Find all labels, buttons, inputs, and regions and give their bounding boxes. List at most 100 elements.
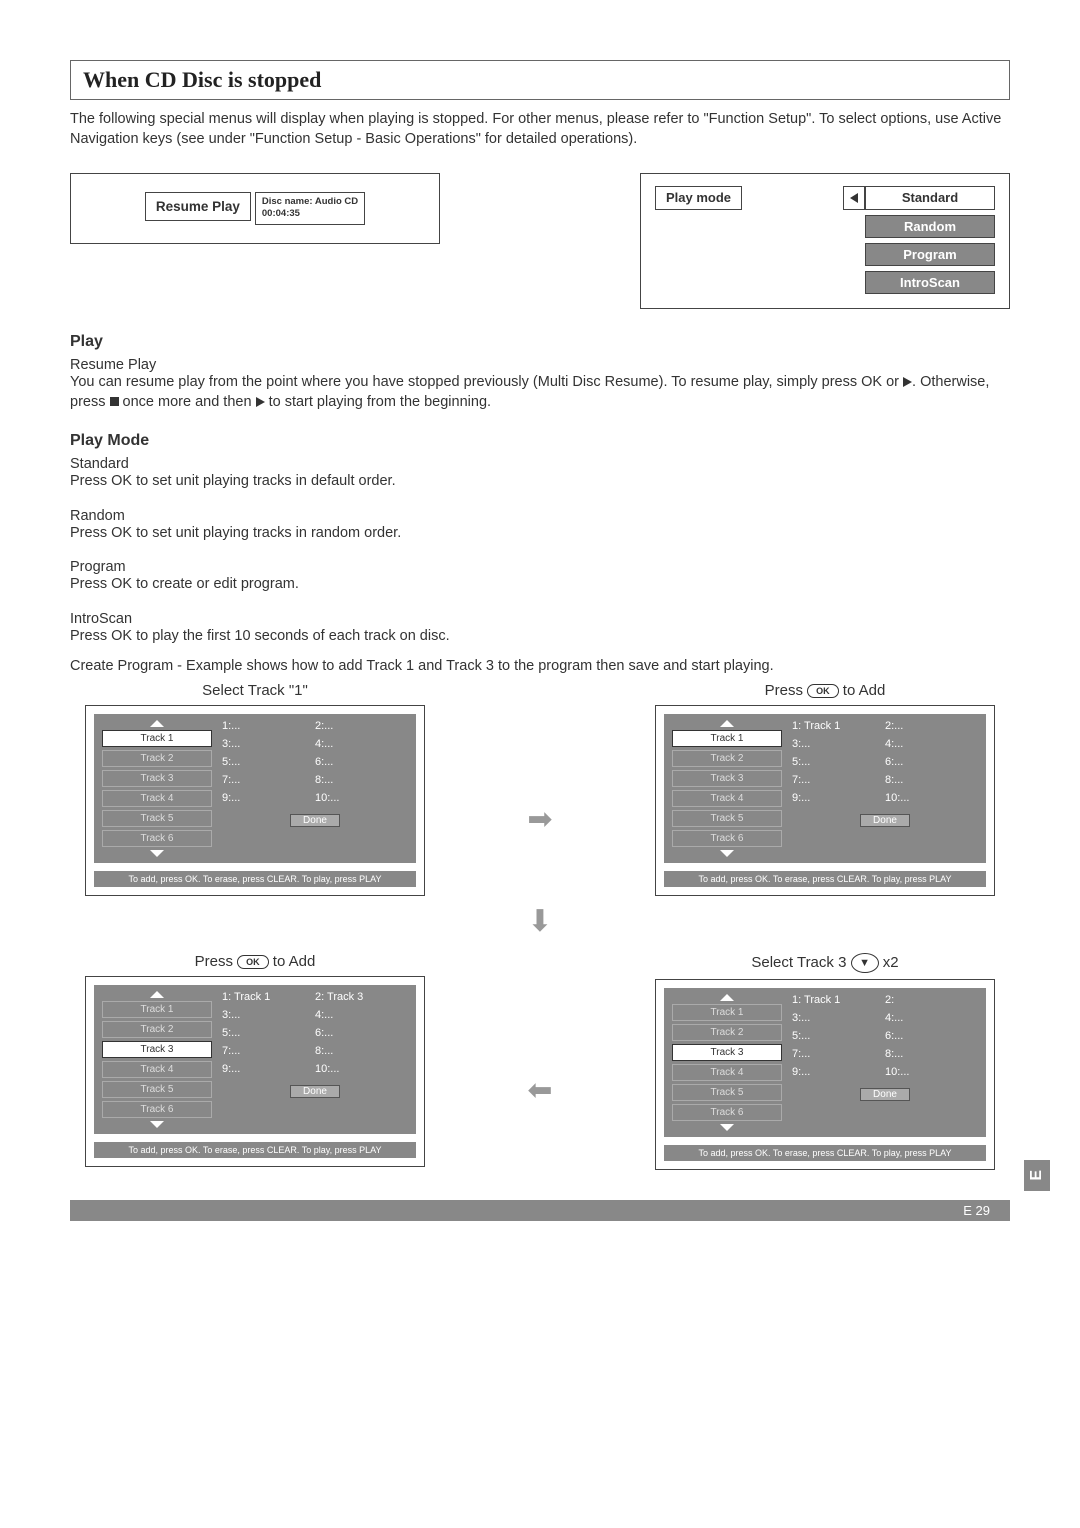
program-slot: 4:... [315, 738, 408, 750]
program-screen-footer: To add, press OK. To erase, press CLEAR.… [94, 1142, 416, 1158]
track-item[interactable]: Track 3 [102, 770, 212, 787]
program-slot: 2: [885, 994, 978, 1006]
program-slot: 5:... [792, 1030, 885, 1042]
play-mode-option-introscan[interactable]: IntroScan [865, 271, 995, 294]
track-item[interactable]: Track 4 [672, 1064, 782, 1081]
track-item[interactable]: Track 4 [102, 1061, 212, 1078]
program-screen-footer: To add, press OK. To erase, press CLEAR.… [664, 1145, 986, 1161]
track-item[interactable]: Track 6 [672, 1104, 782, 1121]
introscan-body: Press OK to play the first 10 seconds of… [70, 627, 1010, 647]
program-slot: 4:... [885, 738, 978, 750]
program-screen-3: Track 1 Track 2 Track 3 Track 4 Track 5 Track… [85, 976, 425, 1167]
program-subheading: Program [70, 559, 1010, 575]
program-slot: 10:... [885, 1066, 978, 1078]
track-item[interactable]: Track 3 [672, 770, 782, 787]
track-item[interactable]: Track 2 [102, 1021, 212, 1038]
down-nav-icon: ▼ [851, 953, 879, 973]
track-item[interactable]: Track 4 [672, 790, 782, 807]
play-mode-label: Play mode [655, 186, 742, 210]
program-slot: 6:... [885, 756, 978, 768]
program-slot: 4:... [885, 1012, 978, 1024]
disc-time-text: 00:04:35 [262, 208, 358, 220]
resume-play-subheading: Resume Play [70, 357, 1010, 373]
program-slot: 8:... [315, 1045, 408, 1057]
program-slot: 9:... [222, 792, 315, 804]
track-item[interactable]: Track 3 [102, 1041, 212, 1058]
program-screen-footer: To add, press OK. To erase, press CLEAR.… [664, 871, 986, 887]
track-item[interactable]: Track 2 [672, 750, 782, 767]
program-slot: 1: Track 1 [222, 991, 315, 1003]
resume-play-meta: Disc name: Audio CD 00:04:35 [255, 192, 365, 225]
track-item[interactable]: Track 2 [672, 1024, 782, 1041]
program-slot: 5:... [222, 756, 315, 768]
done-button[interactable]: Done [290, 1085, 340, 1098]
arrow-down-icon: ⬇ [355, 904, 725, 939]
play-mode-heading: Play Mode [70, 432, 1010, 450]
program-slot: 4:... [315, 1009, 408, 1021]
play-mode-menu: Play mode Standard Random Program IntroS… [640, 173, 1010, 309]
program-slot: 2:... [315, 720, 408, 732]
play-heading: Play [70, 333, 1010, 351]
introscan-subheading: IntroScan [70, 611, 1010, 627]
t1: You can resume play from the point where… [70, 374, 903, 390]
track-item[interactable]: Track 2 [102, 750, 212, 767]
random-body: Press OK to set unit playing tracks in r… [70, 524, 1010, 544]
caption-select-track-1: Select Track "1" [202, 682, 308, 699]
done-button[interactable]: Done [860, 814, 910, 827]
program-slot: 9:... [222, 1063, 315, 1075]
c4a: Select Track 3 [751, 954, 850, 971]
random-subheading: Random [70, 508, 1010, 524]
play-mode-options: Standard Random Program IntroScan [843, 186, 995, 294]
track-item[interactable]: Track 5 [102, 1081, 212, 1098]
side-tab-e: E [1024, 1160, 1050, 1191]
track-item[interactable]: Track 6 [102, 1101, 212, 1118]
program-slot: 7:... [792, 774, 885, 786]
program-slot: 9:... [792, 792, 885, 804]
done-button[interactable]: Done [290, 814, 340, 827]
c2a: Press [765, 682, 808, 699]
intro-paragraph: The following special menus will display… [70, 110, 1010, 149]
track-item[interactable]: Track 5 [102, 810, 212, 827]
caption-select-track-3: Select Track 3 ▼ x2 [751, 953, 898, 973]
play-mode-option-program[interactable]: Program [865, 243, 995, 266]
program-screen-4: Track 1 Track 2 Track 3 Track 4 Track 5 Track… [655, 979, 995, 1170]
standard-subheading: Standard [70, 456, 1010, 472]
play-icon-2 [256, 397, 265, 407]
stop-icon [110, 397, 119, 406]
program-screen-2: Track 1 Track 2 Track 3 Track 4 Track 5 Track… [655, 705, 995, 896]
track-item[interactable]: Track 6 [672, 830, 782, 847]
track-item[interactable]: Track 4 [102, 790, 212, 807]
track-item[interactable]: Track 6 [102, 830, 212, 847]
program-slot: 7:... [792, 1048, 885, 1060]
page-number: E 29 [963, 1203, 990, 1218]
program-slot: 1: Track 1 [792, 994, 885, 1006]
program-screen-footer: To add, press OK. To erase, press CLEAR.… [94, 871, 416, 887]
done-button[interactable]: Done [860, 1088, 910, 1101]
disc-name-text: Disc name: Audio CD [262, 196, 358, 208]
program-slot: 5:... [222, 1027, 315, 1039]
caption-press-ok-add-2: Press OK to Add [195, 953, 316, 970]
play-mode-option-random[interactable]: Random [865, 215, 995, 238]
track-item[interactable]: Track 3 [672, 1044, 782, 1061]
track-item[interactable]: Track 1 [672, 1004, 782, 1021]
arrow-right-icon: ➡ [527, 802, 552, 837]
resume-play-body: You can resume play from the point where… [70, 373, 1010, 412]
play-mode-option-standard[interactable]: Standard [865, 186, 995, 210]
ok-button-icon: OK [807, 684, 839, 698]
track-item[interactable]: Track 5 [672, 810, 782, 827]
track-item[interactable]: Track 1 [102, 1001, 212, 1018]
program-slot: 8:... [885, 1048, 978, 1060]
track-item[interactable]: Track 5 [672, 1084, 782, 1101]
track-item[interactable]: Track 1 [102, 730, 212, 747]
c3b: to Add [269, 953, 316, 970]
caption-press-ok-add-1: Press OK to Add [765, 682, 886, 699]
program-slot: 3:... [792, 738, 885, 750]
program-slot: 5:... [792, 756, 885, 768]
program-slot: 8:... [315, 774, 408, 786]
track-item[interactable]: Track 1 [672, 730, 782, 747]
c3a: Press [195, 953, 238, 970]
program-slot: 9:... [792, 1066, 885, 1078]
t4: to start playing from the beginning. [265, 394, 492, 410]
resume-play-menu: Resume Play Disc name: Audio CD 00:04:35 [70, 173, 440, 244]
program-slot: 6:... [315, 1027, 408, 1039]
